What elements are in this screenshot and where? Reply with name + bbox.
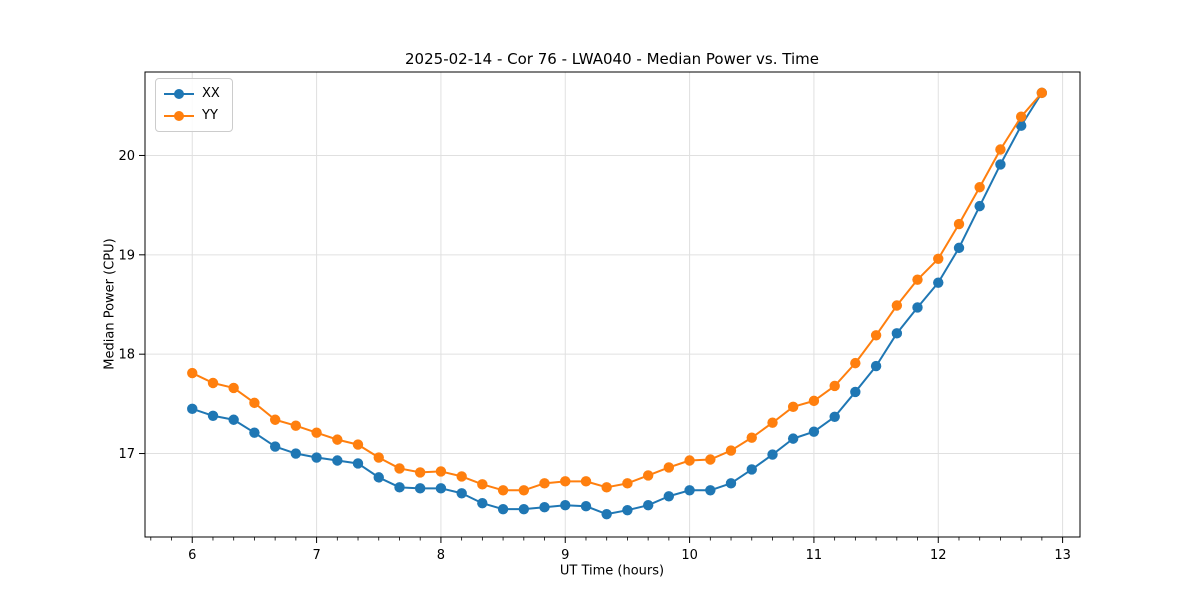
legend: XX YY <box>155 78 233 132</box>
svg-text:7: 7 <box>312 548 320 563</box>
svg-text:12: 12 <box>930 548 947 563</box>
svg-text:19: 19 <box>118 248 135 263</box>
svg-text:9: 9 <box>561 548 569 563</box>
y-axis-label: Median Power (CPU) <box>102 238 118 370</box>
legend-marker-yy-icon <box>164 107 194 125</box>
svg-text:13: 13 <box>1054 548 1071 563</box>
legend-label-xx: XX <box>202 86 220 101</box>
legend-entry-yy: YY <box>164 107 220 125</box>
legend-entry-xx: XX <box>164 85 220 103</box>
legend-marker-xx-icon <box>164 85 194 103</box>
svg-text:17: 17 <box>118 447 135 462</box>
svg-text:20: 20 <box>118 149 135 164</box>
legend-label-yy: YY <box>202 108 218 123</box>
chart-title: 2025-02-14 - Cor 76 - LWA040 - Median Po… <box>405 50 819 68</box>
svg-text:6: 6 <box>188 548 196 563</box>
x-axis-label: UT Time (hours) <box>559 563 665 579</box>
svg-text:10: 10 <box>681 548 698 563</box>
svg-text:11: 11 <box>806 548 823 563</box>
svg-text:18: 18 <box>118 348 135 363</box>
svg-text:8: 8 <box>437 548 445 563</box>
